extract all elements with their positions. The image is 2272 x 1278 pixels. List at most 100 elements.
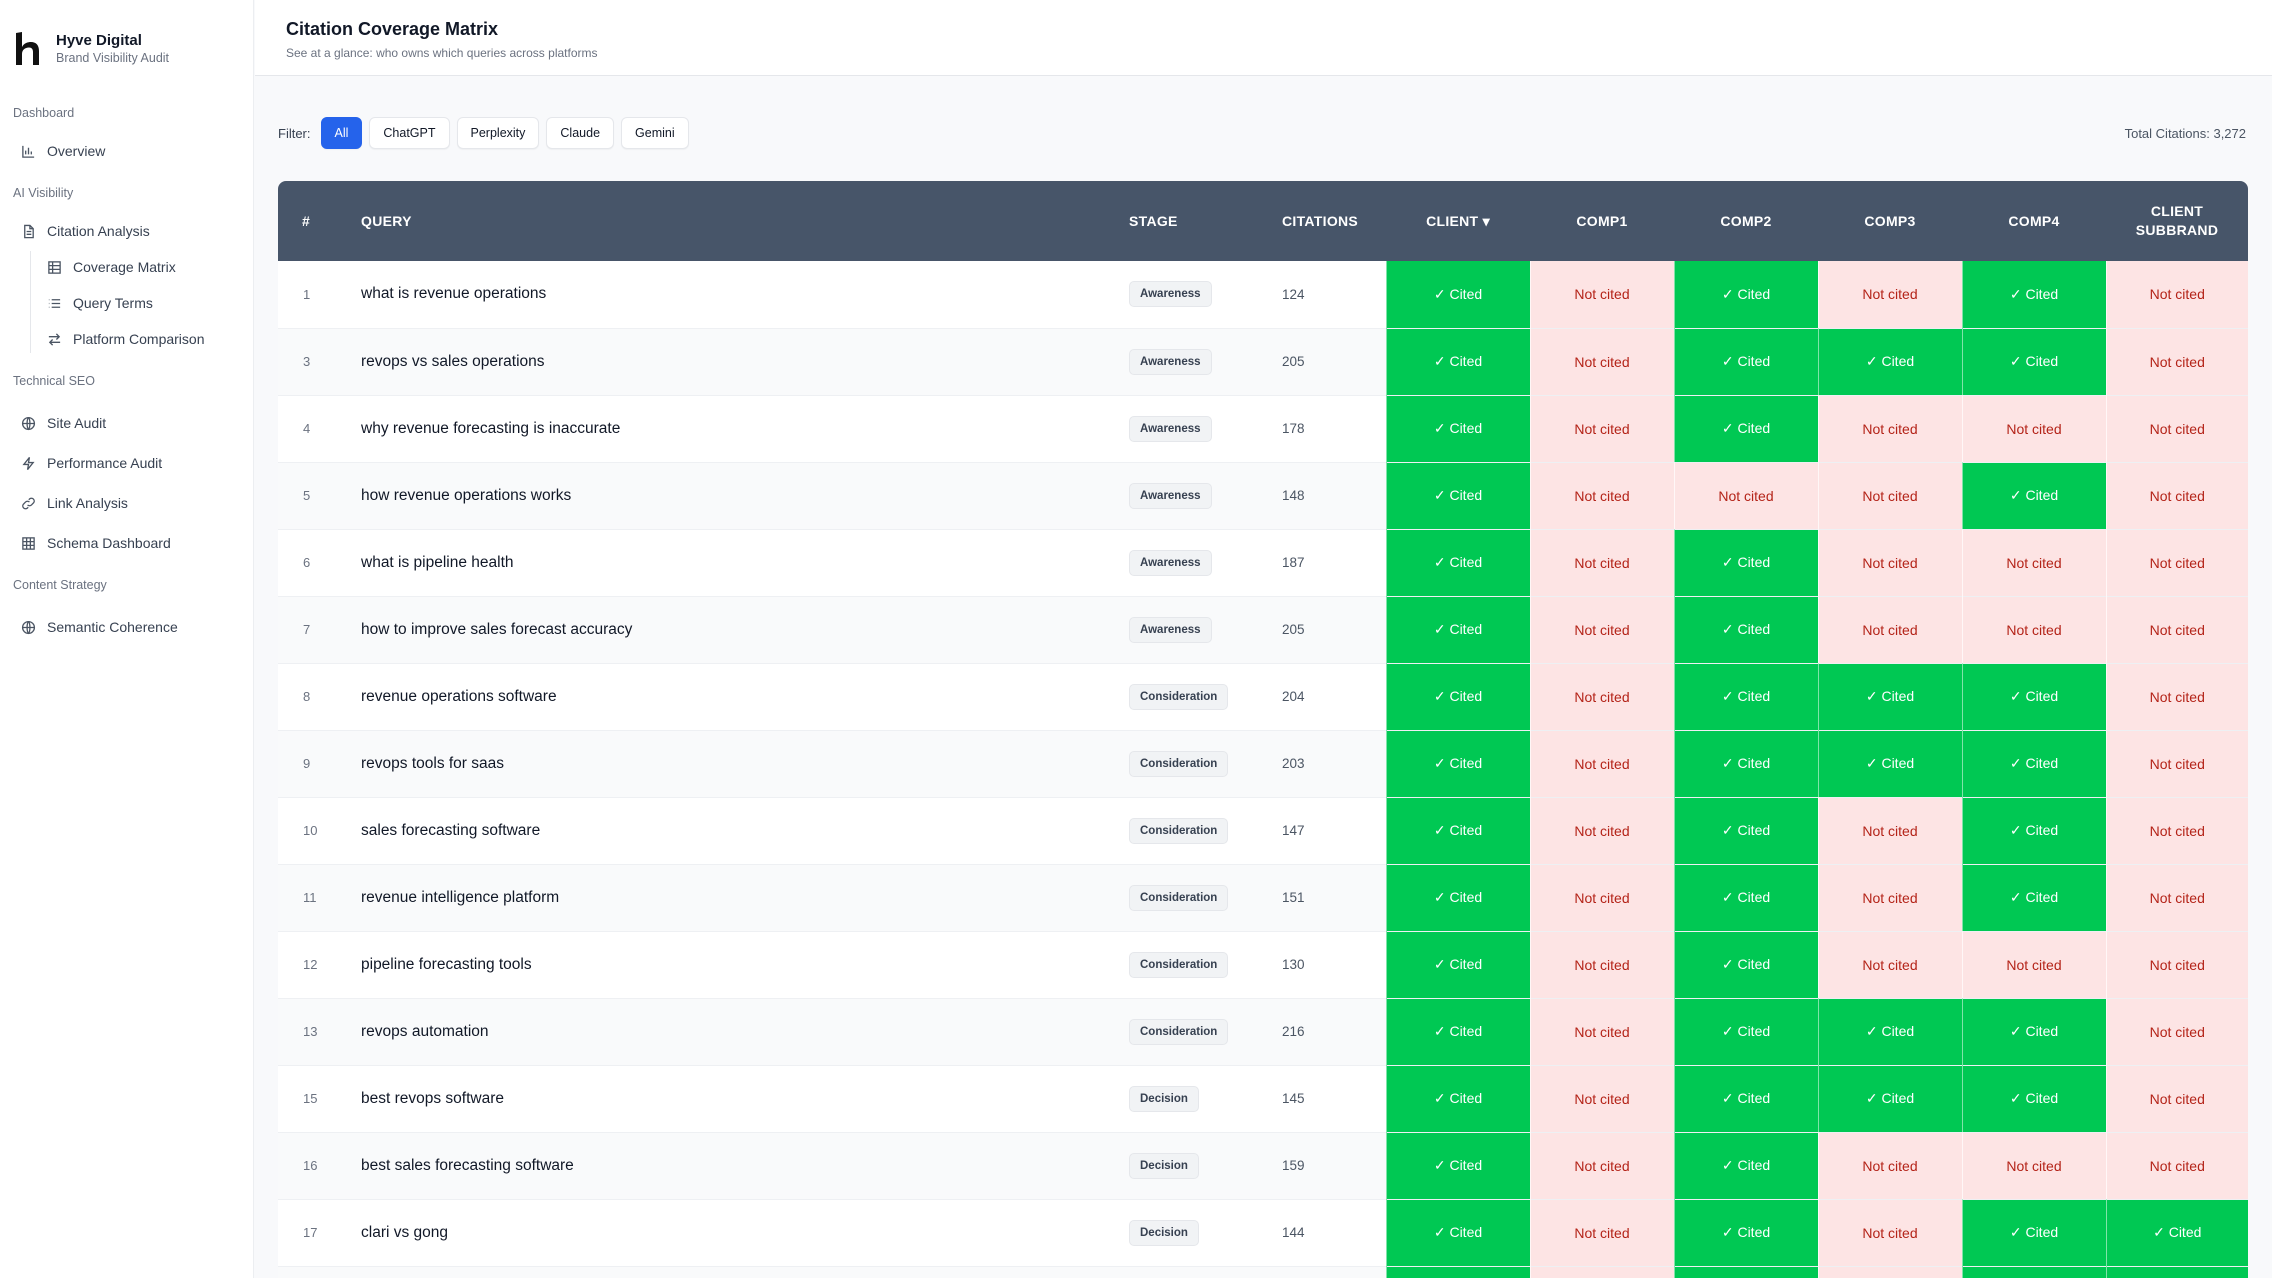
coverage-cell-comp3[interactable]: Not cited — [1817, 261, 1962, 328]
coverage-cell-comp2[interactable]: ✓ Cited — [1673, 1266, 1818, 1278]
coverage-cell-client-subbrand[interactable]: Not cited — [2105, 395, 2248, 462]
coverage-cell-comp4[interactable]: ✓ Cited — [1961, 1266, 2106, 1278]
coverage-cell-comp2[interactable]: ✓ Cited — [1673, 998, 1818, 1065]
coverage-cell-comp2[interactable]: ✓ Cited — [1673, 931, 1818, 998]
coverage-cell-comp3[interactable]: Not cited — [1817, 864, 1962, 931]
table-row[interactable]: 7 how to improve sales forecast accuracy A… — [278, 596, 2248, 663]
query-text[interactable]: best sales forecasting software — [361, 1156, 574, 1174]
column-header-stage[interactable]: STAGE — [1129, 213, 1178, 229]
coverage-cell-client-subbrand[interactable]: Not cited — [2105, 596, 2248, 663]
column-header-comp4[interactable]: COMP4 — [2008, 213, 2060, 229]
coverage-cell-client[interactable]: ✓ Cited — [1385, 462, 1530, 529]
coverage-cell-client[interactable]: ✓ Cited — [1385, 864, 1530, 931]
coverage-cell-comp4[interactable]: Not cited — [1961, 931, 2106, 998]
coverage-cell-comp3[interactable]: Not cited — [1817, 529, 1962, 596]
coverage-cell-comp3[interactable]: Not cited — [1817, 1199, 1962, 1266]
query-text[interactable]: sales forecasting software — [361, 821, 541, 839]
table-row[interactable]: 13 revops automation Consideration 216 ✓ Cit… — [278, 998, 2248, 1065]
coverage-cell-client[interactable]: ✓ Cited — [1385, 998, 1530, 1065]
sidebar-item-overview[interactable]: Overview — [0, 133, 253, 169]
coverage-cell-comp4[interactable]: ✓ Cited — [1961, 261, 2106, 328]
coverage-cell-client-subbrand[interactable]: Not cited — [2105, 462, 2248, 529]
coverage-cell-client-subbrand[interactable]: ✓ Cited — [2105, 1199, 2248, 1266]
coverage-cell-comp1[interactable]: Not cited — [1529, 864, 1674, 931]
sidebar-item-citation-analysis[interactable]: Citation Analysis — [0, 213, 253, 249]
coverage-cell-comp3[interactable]: ✓ Cited — [1817, 998, 1962, 1065]
coverage-cell-client-subbrand[interactable]: Not cited — [2105, 1132, 2248, 1199]
sidebar-item-platform-comparison[interactable]: Platform Comparison — [0, 321, 253, 357]
coverage-cell-comp3[interactable]: Not cited — [1817, 596, 1962, 663]
coverage-cell-client-subbrand[interactable]: Not cited — [2105, 1065, 2248, 1132]
coverage-cell-comp3[interactable]: Not cited — [1817, 797, 1962, 864]
sidebar-item-schema-dashboard[interactable]: Schema Dashboard — [0, 523, 253, 563]
table-row[interactable]: 5 how revenue operations works Awareness 14… — [278, 462, 2248, 529]
query-text[interactable]: what is pipeline health — [361, 553, 514, 571]
coverage-cell-comp1[interactable]: Not cited — [1529, 261, 1674, 328]
coverage-cell-comp3[interactable]: ✓ Cited — [1817, 730, 1962, 797]
coverage-cell-client[interactable]: ✓ Cited — [1385, 1266, 1530, 1278]
coverage-cell-comp4[interactable]: ✓ Cited — [1961, 864, 2106, 931]
filter-chip-claude[interactable]: Claude — [546, 117, 615, 149]
sidebar-item-site-audit[interactable]: Site Audit — [0, 403, 253, 443]
sidebar-item-coverage-matrix[interactable]: Coverage Matrix — [0, 249, 253, 285]
table-row[interactable]: 9 revops tools for saas Consideration 203 ✓ … — [278, 730, 2248, 797]
query-text[interactable]: how revenue operations works — [361, 486, 572, 504]
coverage-cell-client-subbrand[interactable]: Not cited — [2105, 529, 2248, 596]
coverage-cell-comp1[interactable]: Not cited — [1529, 1199, 1674, 1266]
query-text[interactable]: revenue operations software — [361, 687, 557, 705]
coverage-cell-comp2[interactable]: ✓ Cited — [1673, 395, 1818, 462]
query-text[interactable]: clari vs gong — [361, 1223, 449, 1241]
coverage-cell-comp1[interactable]: Not cited — [1529, 1065, 1674, 1132]
coverage-cell-client[interactable]: ✓ Cited — [1385, 931, 1530, 998]
coverage-cell-comp1[interactable]: Not cited — [1529, 797, 1674, 864]
coverage-cell-comp1[interactable]: Not cited — [1529, 931, 1674, 998]
column-header-comp3[interactable]: COMP3 — [1864, 213, 1916, 229]
coverage-cell-comp1[interactable]: Not cited — [1529, 730, 1674, 797]
table-row[interactable]: 11 revenue intelligence platform Considera… — [278, 864, 2248, 931]
query-text[interactable]: how to improve sales forecast accuracy — [361, 620, 633, 638]
table-row[interactable]: 17 clari vs gong Decision 144 ✓ Cited Not cit… — [278, 1199, 2248, 1266]
coverage-cell-comp4[interactable]: ✓ Cited — [1961, 730, 2106, 797]
coverage-cell-comp4[interactable]: Not cited — [1961, 395, 2106, 462]
coverage-cell-comp1[interactable]: Not cited — [1529, 462, 1674, 529]
coverage-cell-comp2[interactable]: ✓ Cited — [1673, 529, 1818, 596]
filter-chip-chatgpt[interactable]: ChatGPT — [369, 117, 450, 149]
brand[interactable]: Hyve Digital Brand Visibility Audit — [0, 0, 253, 68]
table-row[interactable]: 10 sales forecasting software Consideratio… — [278, 797, 2248, 864]
coverage-cell-comp1[interactable]: Not cited — [1529, 529, 1674, 596]
column-header-client-subbrand[interactable]: CLIENT SUBBRAND — [2135, 203, 2219, 238]
coverage-cell-comp4[interactable]: Not cited — [1961, 529, 2106, 596]
coverage-cell-comp2[interactable]: ✓ Cited — [1673, 797, 1818, 864]
coverage-cell-client[interactable]: ✓ Cited — [1385, 1199, 1530, 1266]
coverage-cell-comp4[interactable]: ✓ Cited — [1961, 998, 2106, 1065]
coverage-cell-comp4[interactable]: ✓ Cited — [1961, 1199, 2106, 1266]
coverage-cell-comp3[interactable]: Not cited — [1817, 931, 1962, 998]
coverage-cell-client[interactable]: ✓ Cited — [1385, 395, 1530, 462]
coverage-cell-comp1[interactable]: Not cited — [1529, 328, 1674, 395]
table-row[interactable]: 8 revenue operations software Consideratio… — [278, 663, 2248, 730]
sidebar-item-semantic-coherence[interactable]: Semantic Coherence — [0, 607, 253, 647]
table-row[interactable]: 4 why revenue forecasting is inaccurate Aw… — [278, 395, 2248, 462]
coverage-cell-comp2[interactable]: ✓ Cited — [1673, 1199, 1818, 1266]
query-text[interactable]: pipeline forecasting tools — [361, 955, 532, 973]
coverage-cell-comp4[interactable]: ✓ Cited — [1961, 1065, 2106, 1132]
coverage-cell-comp2[interactable]: ✓ Cited — [1673, 261, 1818, 328]
coverage-cell-client-subbrand[interactable]: Not cited — [2105, 261, 2248, 328]
coverage-cell-comp3[interactable]: ✓ Cited — [1817, 1065, 1962, 1132]
coverage-cell-client[interactable]: ✓ Cited — [1385, 663, 1530, 730]
coverage-cell-comp4[interactable]: ✓ Cited — [1961, 797, 2106, 864]
query-text[interactable]: best revops software — [361, 1089, 505, 1107]
coverage-cell-client-subbrand[interactable]: Not cited — [2105, 663, 2248, 730]
coverage-cell-client[interactable]: ✓ Cited — [1385, 730, 1530, 797]
coverage-cell-client[interactable]: ✓ Cited — [1385, 261, 1530, 328]
coverage-cell-client-subbrand[interactable]: ✓ Cited — [2105, 1266, 2248, 1278]
coverage-cell-client-subbrand[interactable]: Not cited — [2105, 931, 2248, 998]
coverage-cell-comp2[interactable]: ✓ Cited — [1673, 1132, 1818, 1199]
coverage-cell-client[interactable]: ✓ Cited — [1385, 328, 1530, 395]
column-header-client[interactable]: CLIENT ▾ — [1426, 212, 1490, 229]
table-row[interactable]: 1 what is revenue operations Awareness 124 ✓… — [278, 261, 2248, 328]
column-header-comp1[interactable]: COMP1 — [1576, 213, 1628, 229]
coverage-cell-comp3[interactable]: Not cited — [1817, 1132, 1962, 1199]
coverage-cell-client-subbrand[interactable]: Not cited — [2105, 864, 2248, 931]
